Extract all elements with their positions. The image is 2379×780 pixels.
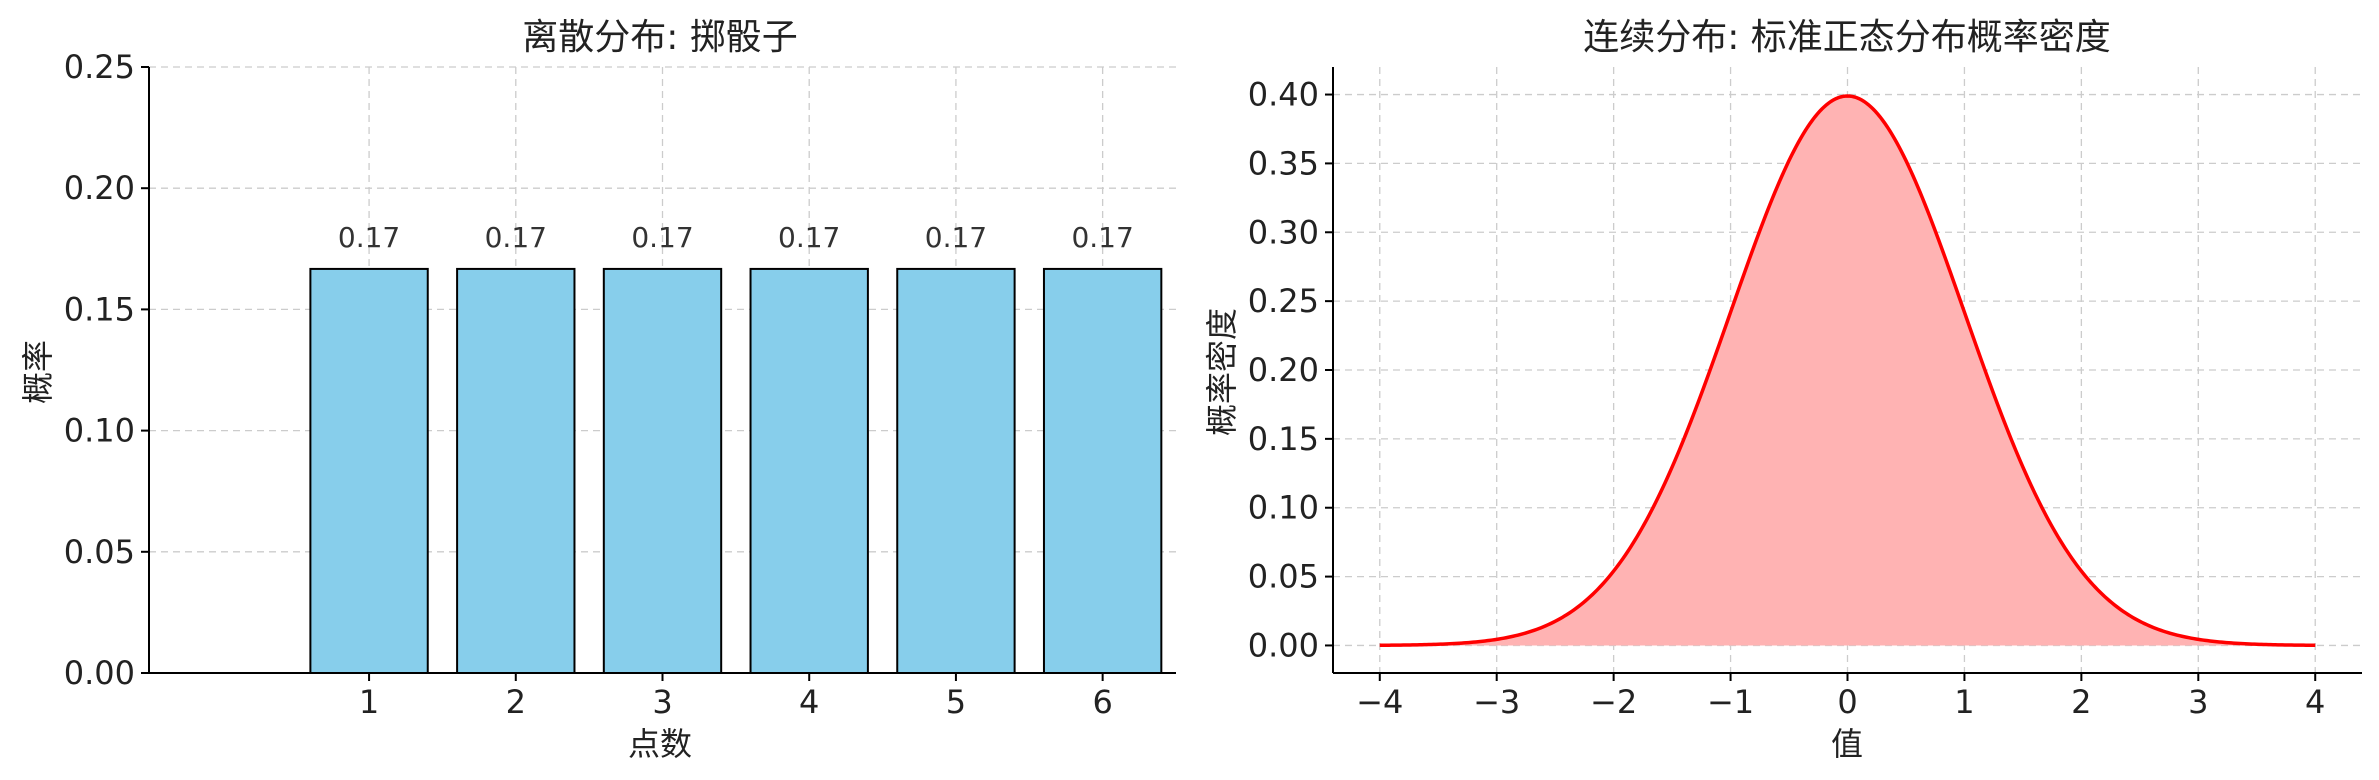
pdf-chart-y-tick-label: 0.35 <box>1248 144 1319 182</box>
bar-chart-y-tick-label: 0.25 <box>64 48 135 86</box>
bar-5 <box>896 267 1016 674</box>
bar-chart-y-tick-label: 0.00 <box>64 654 135 692</box>
bar-data-label: 0.17 <box>778 221 840 254</box>
pdf-chart-x-tick-label: 4 <box>2305 683 2325 721</box>
bar-chart-x-tick-label: 6 <box>1092 683 1112 721</box>
bar-chart-title: 离散分布: 掷骰子 <box>522 17 798 58</box>
bar-chart-y-tick-label: 0.05 <box>64 533 135 571</box>
pdf-curve-line <box>1379 94 2316 648</box>
bar-chart-y-tick-label: 0.15 <box>64 290 135 328</box>
pdf-chart-y-tick-label: 0.05 <box>1248 558 1319 596</box>
pdf-chart-x-tick-label: 2 <box>2071 683 2091 721</box>
bar-data-label: 0.17 <box>925 221 987 254</box>
pdf-chart-grid <box>1333 67 2362 673</box>
pdf-chart-y-tick-label: 0.25 <box>1248 282 1319 320</box>
bar-6 <box>1042 267 1163 674</box>
pdf-chart-y-tick-label: 0.40 <box>1248 76 1319 114</box>
bar-3 <box>602 267 723 674</box>
bar-chart-x-tick-label: 1 <box>359 683 379 721</box>
pdf-chart-tick-labels: 0.00 0.05 0.10 0.15 0.20 0.25 0.30 0.35 0.40 −4 −3… <box>1248 76 2326 721</box>
bar-2 <box>456 267 576 674</box>
pdf-chart-x-tick-label: 1 <box>1954 683 1974 721</box>
pdf-chart-x-tick-label: 0 <box>1837 683 1857 721</box>
bar-chart-y-tick-label: 0.10 <box>64 412 135 450</box>
bar-chart-x-tick-label: 3 <box>652 683 672 721</box>
pdf-chart-x-axis-label: 值 <box>1831 725 1863 763</box>
pdf-chart-x-tick-label: −2 <box>1590 683 1637 721</box>
bar-chart-x-tick-label: 5 <box>946 683 966 721</box>
bar-chart-x-axis-label: 点数 <box>628 725 692 763</box>
bar-chart-x-tick-label: 4 <box>799 683 819 721</box>
bar-chart-bars <box>309 267 1163 674</box>
bar-chart-x-tick-label: 2 <box>506 683 526 721</box>
bar-data-label: 0.17 <box>631 221 693 254</box>
bar-chart: 0.17 0.17 0.17 0.17 0.17 0.17 0.00 0.05 0.10 0.1… <box>19 17 1176 763</box>
bar-1 <box>309 267 429 674</box>
pdf-chart-y-tick-label: 0.30 <box>1248 213 1319 251</box>
bar-data-label: 0.17 <box>1071 221 1133 254</box>
pdf-chart-x-tick-label: −1 <box>1707 683 1754 721</box>
pdf-chart-y-axis-label: 概率密度 <box>1203 308 1241 436</box>
pdf-chart-x-tick-label: −4 <box>1356 683 1403 721</box>
bar-chart-data-labels: 0.17 0.17 0.17 0.17 0.17 0.17 <box>338 221 1134 254</box>
pdf-chart-x-tick-label: −3 <box>1473 683 1520 721</box>
pdf-chart: 0.00 0.05 0.10 0.15 0.20 0.25 0.30 0.35 0.40 −4 −3… <box>1203 17 2362 763</box>
bar-4 <box>749 267 869 674</box>
bar-data-label: 0.17 <box>485 221 547 254</box>
bar-chart-y-axis-label: 概率 <box>19 340 57 404</box>
pdf-chart-x-tick-label: 3 <box>2188 683 2208 721</box>
bar-chart-tick-labels: 0.00 0.05 0.10 0.15 0.20 0.25 1 2 3 4 5 6 <box>64 48 1113 721</box>
bar-data-label: 0.17 <box>338 221 400 254</box>
bar-chart-axes <box>141 66 1176 681</box>
pdf-chart-y-tick-label: 0.20 <box>1248 351 1319 389</box>
pdf-chart-axes <box>1325 67 2362 681</box>
pdf-area-fill <box>1379 96 2316 646</box>
pdf-chart-title: 连续分布: 标准正态分布概率密度 <box>1583 17 2111 58</box>
pdf-chart-y-tick-label: 0.15 <box>1248 420 1319 458</box>
pdf-chart-y-tick-label: 0.10 <box>1248 489 1319 527</box>
bar-chart-y-tick-label: 0.20 <box>64 169 135 207</box>
pdf-chart-y-tick-label: 0.00 <box>1248 626 1319 664</box>
